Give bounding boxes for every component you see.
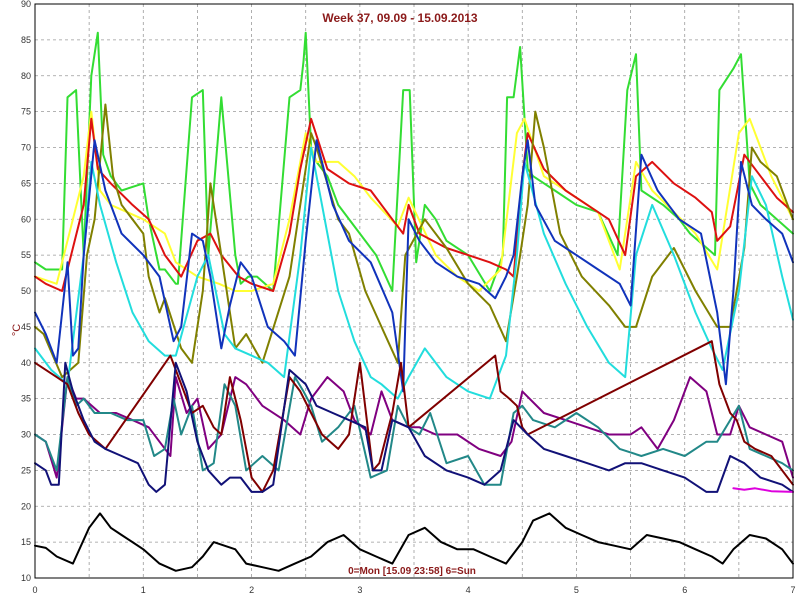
y-tick-label: 15 — [21, 537, 31, 547]
y-tick-label: 45 — [21, 322, 31, 332]
y-tick-label: 80 — [21, 71, 31, 81]
y-tick-label: 25 — [21, 465, 31, 475]
y-tick-label: 10 — [21, 573, 31, 583]
x-tick-label: 5 — [574, 585, 579, 595]
series-line-5 — [34, 146, 794, 400]
series-line-10 — [34, 361, 794, 493]
y-tick-label: 50 — [21, 286, 31, 296]
chart-title: Week 37, 09.09 - 15.09.2013 — [322, 11, 478, 25]
series-line-2 — [34, 110, 794, 292]
y-tick-label: 85 — [21, 35, 31, 45]
series-line-12 — [34, 512, 794, 572]
x-tick-label: 7 — [790, 585, 795, 595]
series-line-8 — [34, 376, 794, 486]
y-tick-label: 55 — [21, 250, 31, 260]
x-tick-label: 6 — [682, 585, 687, 595]
series-line-11 — [732, 487, 794, 493]
y-axis-label: °C — [11, 324, 23, 336]
series-line-3 — [34, 117, 794, 292]
x-tick-label: 4 — [466, 585, 471, 595]
x-tick-label: 0 — [32, 585, 37, 595]
series-line-1 — [34, 31, 794, 292]
y-tick-labels: 10 15 20 25 30 35 40 45 50 55 60 65 70 75 80 85 90 — [21, 0, 31, 583]
series-line-9 — [34, 340, 794, 493]
chart-annotation: 0=Mon [15.09 23:58] 6=Sun — [348, 566, 476, 577]
x-tick-labels: 0 1 2 3 4 5 6 7 — [32, 585, 795, 595]
x-tick-label: 1 — [141, 585, 146, 595]
y-tick-label: 70 — [21, 143, 31, 153]
series-layer — [34, 31, 794, 572]
x-tick-label: 2 — [249, 585, 254, 595]
y-tick-label: 40 — [21, 358, 31, 368]
y-tick-label: 35 — [21, 394, 31, 404]
y-tick-label: 90 — [21, 0, 31, 9]
y-tick-label: 65 — [21, 178, 31, 188]
y-tick-label: 20 — [21, 501, 31, 511]
plot-frame — [34, 3, 794, 579]
x-tick-label: 3 — [357, 585, 362, 595]
series-line-6 — [34, 139, 794, 393]
y-tick-label: 30 — [21, 430, 31, 440]
y-tick-label: 75 — [21, 107, 31, 117]
y-tick-label: 60 — [21, 214, 31, 224]
series-line-4 — [34, 103, 794, 379]
